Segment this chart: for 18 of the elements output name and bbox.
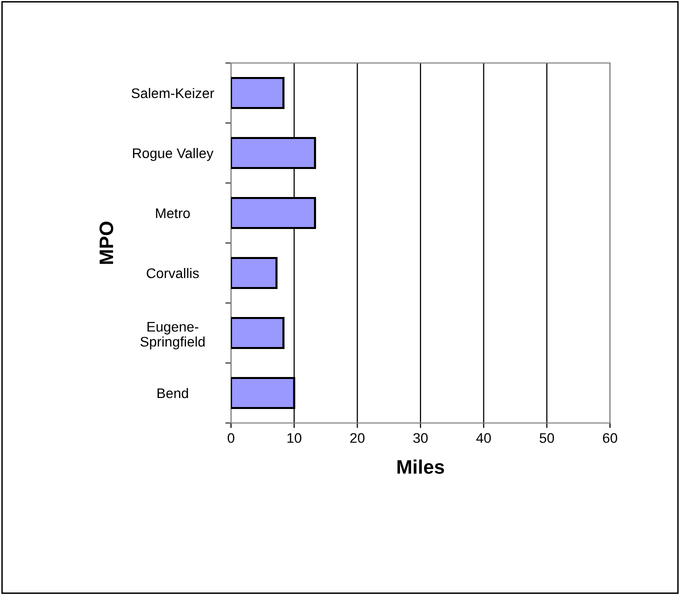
y-tick-label: Metro xyxy=(156,208,190,218)
y-tick-label: Rogue Valley xyxy=(133,148,214,161)
bar xyxy=(231,76,284,110)
x-tick-label: 50 xyxy=(540,433,554,443)
x-tick-label: 30 xyxy=(413,433,428,443)
x-axis-title: Miles xyxy=(397,460,444,474)
x-tick-label: 10 xyxy=(288,433,302,443)
x-tick-label: 20 xyxy=(350,433,365,443)
bar xyxy=(231,316,284,350)
y-tick-label: Salem-Keizer xyxy=(132,88,214,98)
x-tick-label: 40 xyxy=(476,433,491,443)
y-tick-label: Eugene- Springfield xyxy=(140,322,205,350)
y-axis-title: MPO xyxy=(99,222,114,264)
bar xyxy=(231,256,278,290)
x-tick-label: 60 xyxy=(602,433,618,443)
x-tick-label: 0 xyxy=(228,433,234,443)
y-tick-label: Bend xyxy=(158,388,188,398)
y-tick-label: Corvallis xyxy=(146,268,199,278)
